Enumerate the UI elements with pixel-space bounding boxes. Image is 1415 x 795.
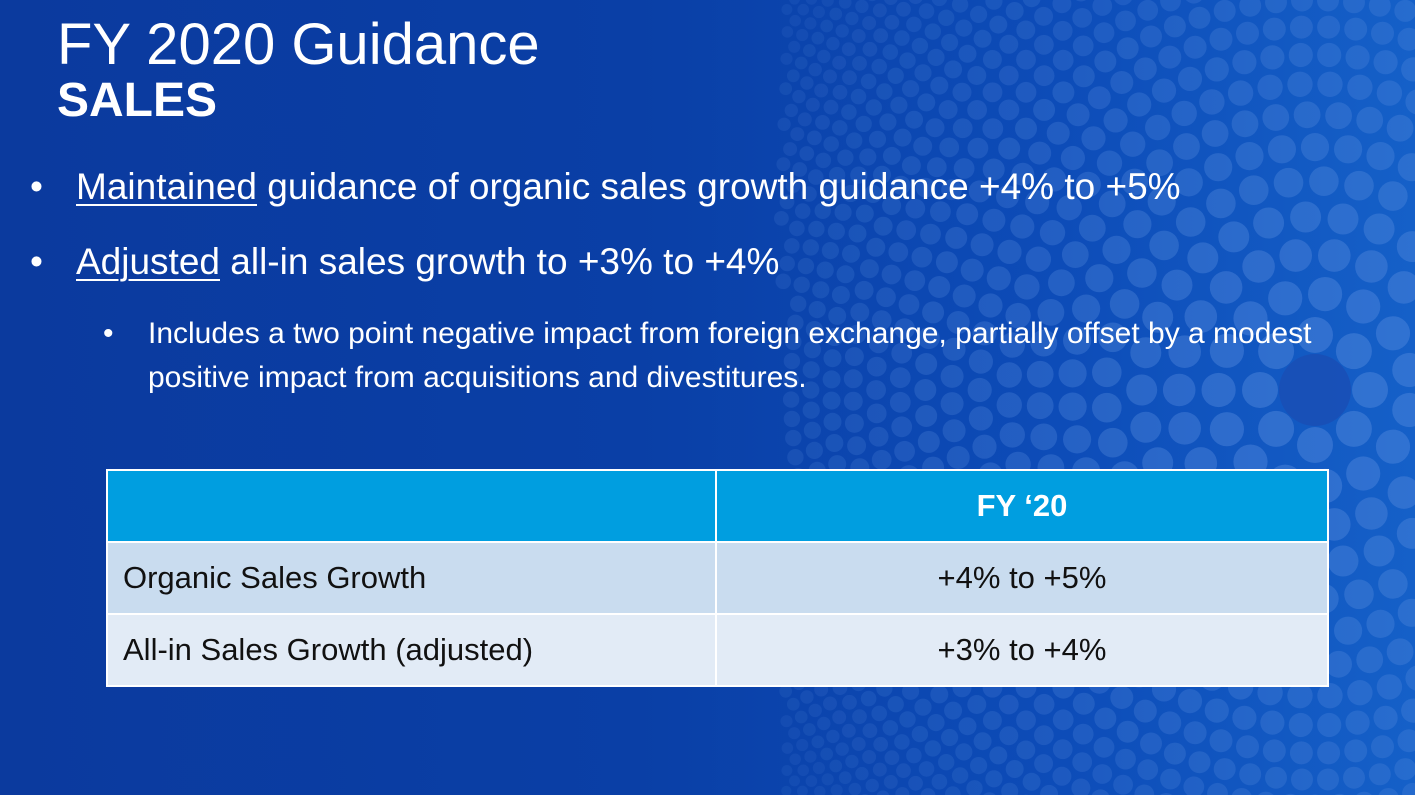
table-header-fy20: FY ‘20 bbox=[715, 469, 1329, 543]
table-row: All-in Sales Growth (adjusted) +3% to +4… bbox=[106, 613, 1329, 687]
bullet-emphasis: Maintained bbox=[76, 166, 258, 207]
slide-subtitle: SALES bbox=[57, 74, 218, 127]
sub-bullet-fx-impact: • Includes a two point negative impact f… bbox=[103, 312, 1383, 400]
table-row: Organic Sales Growth +4% to +5% bbox=[106, 541, 1329, 615]
table-header-empty bbox=[106, 469, 717, 543]
table-header-row: FY ‘20 bbox=[106, 469, 1329, 543]
slide-title: FY 2020 Guidance bbox=[57, 12, 540, 77]
table-row-label: All-in Sales Growth (adjusted) bbox=[106, 613, 717, 687]
bullet-text: all-in sales growth to +3% to +4% bbox=[220, 241, 780, 282]
sub-bullet-marker: • bbox=[103, 317, 114, 350]
sub-bullet-text: Includes a two point negative impact fro… bbox=[148, 317, 1312, 394]
bullet-marker: • bbox=[30, 241, 43, 282]
bullet-maintained: • Maintained guidance of organic sales gr… bbox=[30, 165, 1181, 209]
table-row-label: Organic Sales Growth bbox=[106, 541, 717, 615]
bullet-adjusted: • Adjusted all-in sales growth to +3% to … bbox=[30, 240, 779, 284]
guidance-table: FY ‘20 Organic Sales Growth +4% to +5% A… bbox=[106, 469, 1329, 687]
bullet-text: guidance of organic sales growth guidanc… bbox=[257, 166, 1181, 207]
bullet-emphasis: Adjusted bbox=[76, 241, 220, 282]
table-row-value: +3% to +4% bbox=[715, 613, 1329, 687]
bullet-marker: • bbox=[30, 166, 43, 207]
table-row-value: +4% to +5% bbox=[715, 541, 1329, 615]
